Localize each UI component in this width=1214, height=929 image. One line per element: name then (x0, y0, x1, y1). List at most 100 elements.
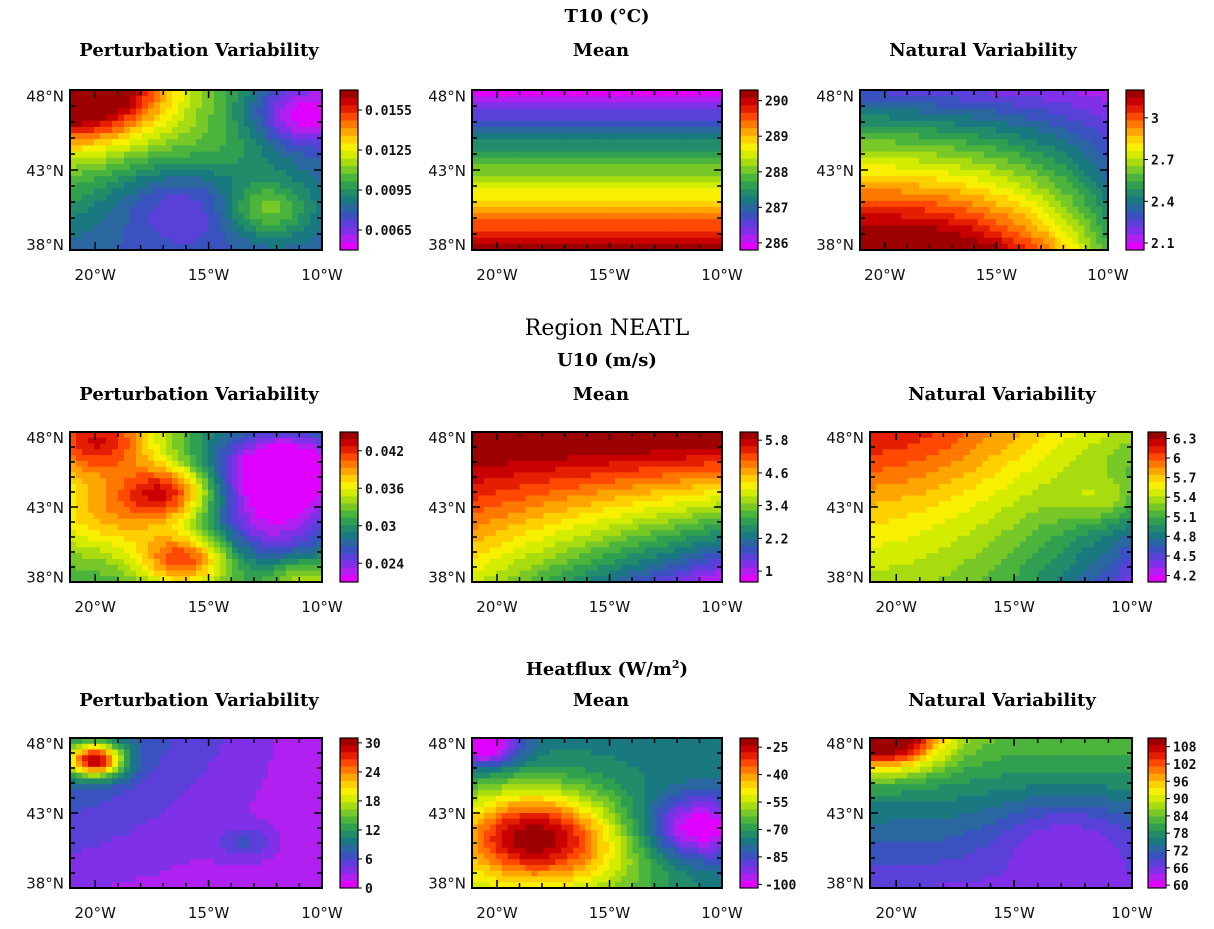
heatmap-cell (244, 547, 251, 554)
heatmap-cell (298, 102, 305, 110)
heatmap-cell (549, 151, 556, 159)
heatmap-cell (1102, 237, 1109, 245)
heatmap-cell (483, 437, 491, 445)
heatmap-cell (1078, 133, 1085, 140)
heatmap-cell (172, 182, 179, 190)
heatmap-cell (256, 200, 263, 208)
heatmap-cell (1025, 243, 1032, 251)
heatmap-cell (871, 188, 879, 196)
heatmap-cell (1072, 206, 1080, 214)
heatmap-cell (1072, 157, 1080, 165)
heatmap-cell (304, 133, 311, 140)
heatmap-cell (202, 157, 209, 165)
heatmap-cell (995, 151, 1003, 159)
heatmap-cell (1013, 90, 1021, 97)
heatmap-cell (196, 449, 203, 456)
heatmap-cell (238, 530, 245, 537)
heatmap-cell (901, 213, 908, 220)
heatmap-cell (567, 231, 574, 239)
heatmap-cell (501, 460, 509, 468)
heatmap-cell (136, 432, 143, 439)
heatmap-cell (573, 213, 580, 220)
heatmap-cell (1060, 213, 1068, 220)
heatmap-cell (304, 188, 311, 196)
heatmap-cell (226, 96, 233, 103)
heatmap-cell (118, 200, 125, 208)
heatmap-cell (930, 200, 938, 208)
heatmap-cell (632, 225, 640, 233)
heatmap-cell (686, 139, 693, 146)
heatmap-cell (298, 530, 305, 537)
heatmap-cell (256, 108, 263, 116)
heatmap-cell (883, 139, 891, 146)
heatmap-cell (650, 96, 658, 103)
heatmap-cell (166, 151, 173, 159)
colorbar-swatch (1126, 166, 1144, 175)
heatmap-cell (94, 466, 101, 473)
colorbar-swatch (1126, 196, 1144, 205)
heatmap-cell (232, 188, 239, 196)
heatmap-cell (930, 90, 938, 97)
heatmap-cell (936, 90, 944, 97)
heatmap-cell (907, 102, 914, 110)
heatmap-cell (70, 570, 77, 577)
heatmap-cell (1078, 90, 1085, 97)
heatmap-cell (280, 176, 287, 183)
heatmap-cell (936, 151, 944, 159)
heatmap-cell (865, 90, 873, 97)
heatmap-cell (274, 437, 281, 445)
heatmap-cell (537, 194, 545, 202)
heatmap-cell (871, 243, 879, 251)
heatmap-cell (208, 558, 215, 566)
heatmap-cell (148, 432, 155, 439)
heatmap-cell (650, 120, 658, 128)
heatmap-cell (112, 96, 119, 103)
heatmap-cell (1060, 157, 1068, 165)
heatmap-cell (1072, 120, 1080, 128)
heatmap-cell (118, 139, 125, 146)
heatmap-cell (136, 524, 143, 531)
heatmap-cell (507, 194, 515, 202)
heatmap-cell (94, 182, 101, 190)
heatmap-cell (106, 133, 113, 140)
heatmap-cell (280, 489, 287, 497)
heatmap-cell (585, 145, 592, 153)
heatmap-cell (100, 170, 107, 177)
heatmap-cell (989, 176, 997, 183)
heatmap-cell (88, 518, 95, 525)
heatmap-cell (995, 176, 1003, 183)
heatmap-cell (513, 489, 521, 497)
heatmap-cell (585, 188, 592, 196)
colorbar-swatch (740, 173, 758, 182)
heatmap-cell (495, 535, 503, 543)
heatmap-cell (136, 512, 143, 520)
heatmap-cell (82, 139, 89, 146)
heatmap-cell (585, 102, 592, 110)
heatmap-cell (1090, 200, 1097, 208)
heatmap-cell (1096, 170, 1103, 177)
heatmap-cell (686, 102, 693, 110)
heatmap-cell (304, 541, 311, 548)
heatmap-cell (292, 558, 299, 566)
heatmap-cell (154, 151, 161, 159)
heatmap-cell (543, 243, 550, 251)
heatmap-cell (513, 139, 521, 146)
heatmap-cell (472, 524, 479, 531)
heatmap-cell (226, 170, 233, 177)
heatmap-cell (118, 558, 125, 566)
heatmap-cell (262, 478, 269, 485)
heatmap-cell (531, 114, 539, 122)
heatmap-cell (208, 530, 215, 537)
heatmap-cell (591, 114, 598, 122)
colorbar-frame (339, 431, 359, 583)
heatmap-cell (472, 176, 479, 183)
heatmap-cell (638, 139, 646, 146)
heatmap-cell (238, 90, 245, 97)
colorbar-swatch (740, 234, 758, 243)
heatmap-cell (178, 108, 185, 116)
heatmap-cell (154, 102, 161, 110)
heatmap-cell (626, 157, 634, 165)
heatmap-cell (202, 507, 209, 514)
heatmap-cell (531, 102, 539, 110)
heatmap-cell (226, 219, 233, 226)
